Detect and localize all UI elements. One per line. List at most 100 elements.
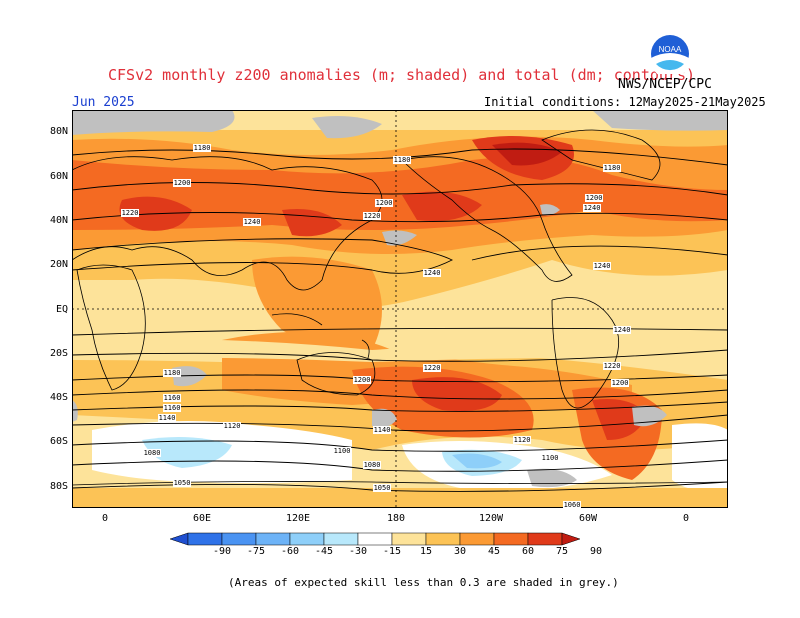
contour-label: 1060: [564, 501, 581, 508]
lat-label: 40N: [49, 215, 68, 226]
contour-label: 1080: [144, 449, 161, 457]
contour-label-bg: [143, 449, 161, 457]
colorbar-label: 90: [589, 546, 603, 557]
lat-label: 20N: [49, 259, 68, 270]
contour-label-bg: [613, 326, 631, 334]
contour-label: 1220: [424, 364, 441, 372]
contour-label: 1140: [374, 426, 391, 434]
contour-label: 1160: [164, 404, 181, 412]
lon-label: 120W: [478, 513, 504, 524]
contour-label-bg: [363, 461, 381, 469]
lon-label: 180: [386, 513, 406, 524]
contour-label: 1240: [584, 204, 601, 212]
contour-label: 1050: [374, 484, 391, 492]
colorbar-label: 60: [521, 546, 535, 557]
colorbar-segment: [289, 532, 325, 546]
initial-conditions: Initial conditions: 12May2025-21May2025: [484, 95, 766, 109]
colorbar-segment: [357, 532, 393, 546]
lat-label: EQ: [55, 304, 68, 315]
contour-label: 1240: [424, 269, 441, 277]
lat-label: 80N: [49, 126, 68, 137]
lon-label: 0: [682, 513, 690, 524]
lat-label: 40S: [49, 392, 68, 403]
contour-label: 1160: [164, 394, 181, 402]
colorbar-label: -45: [314, 546, 334, 557]
colorbar-label: -75: [246, 546, 266, 557]
contour-label: 1180: [394, 156, 411, 164]
colorbar-arrow-right: [561, 532, 581, 546]
contour-label-bg: [563, 501, 581, 508]
contour-label-bg: [353, 376, 371, 384]
contour-label: 1120: [514, 436, 531, 444]
contour-label: 1240: [244, 218, 261, 226]
contour-label: 1080: [364, 461, 381, 469]
anomaly-map: 1180 1180 1180 1200 1200 1200 1220 1220 1240 1240…: [72, 110, 728, 508]
lat-label: 80S: [49, 481, 68, 492]
contour-label: 1200: [354, 376, 371, 384]
colorbar-label: 45: [487, 546, 501, 557]
contour-label-bg: [163, 394, 181, 402]
noaa-logo-text: NOAA: [659, 45, 682, 54]
contour-label: 1100: [542, 454, 559, 462]
lat-label: 60S: [49, 436, 68, 447]
lat-label: 60N: [49, 171, 68, 182]
contour-label-bg: [333, 447, 351, 455]
contour-label-bg: [163, 404, 181, 412]
contour-label: 1240: [594, 262, 611, 270]
contour-label: 1220: [364, 212, 381, 220]
contour-label: 1180: [604, 164, 621, 172]
contour-label-bg: [603, 164, 621, 172]
colorbar: [170, 532, 581, 546]
contour-label: 1240: [614, 326, 631, 334]
colorbar-label: 15: [419, 546, 433, 557]
contour-label-bg: [593, 262, 611, 270]
contour-label-bg: [513, 436, 531, 444]
contour-label: 1120: [224, 422, 241, 430]
contour-label-bg: [223, 422, 241, 430]
contour-label-bg: [423, 364, 441, 372]
colorbar-segment: [221, 532, 257, 546]
colorbar-segment: [527, 532, 563, 546]
lon-label: 120E: [285, 513, 311, 524]
contour-label-bg: [423, 269, 441, 277]
contour-label-bg: [585, 194, 603, 202]
contour-label: 1220: [122, 209, 139, 217]
colorbar-segment: [255, 532, 291, 546]
contour-label-bg: [163, 369, 181, 377]
contour-label: 1180: [194, 144, 211, 152]
contour-label-bg: [193, 144, 211, 152]
colorbar-label: -60: [280, 546, 300, 557]
contour-label: 1140: [159, 414, 176, 422]
contour-label: 1200: [174, 179, 191, 187]
contour-label-bg: [373, 484, 391, 492]
colorbar-label: -30: [348, 546, 368, 557]
colorbar-segment: [493, 532, 529, 546]
colorbar-segment: [425, 532, 461, 546]
skill-note: (Areas of expected skill less than 0.3 a…: [228, 576, 619, 589]
contour-label: 1220: [604, 362, 621, 370]
colorbar-segment: [459, 532, 495, 546]
contour-label-bg: [541, 454, 559, 462]
contour-label-bg: [121, 209, 139, 217]
colorbar-segment: [323, 532, 359, 546]
colorbar-segment: [187, 532, 223, 546]
contour-label: 1100: [334, 447, 351, 455]
contour-label: 1180: [164, 369, 181, 377]
contour-label-bg: [611, 379, 629, 387]
contour-label-bg: [173, 179, 191, 187]
contour-label-bg: [243, 218, 261, 226]
contour-label-bg: [375, 199, 393, 207]
lon-label: 60E: [192, 513, 212, 524]
contour-label-bg: [363, 212, 381, 220]
agency-label: NWS/NCEP/CPC: [618, 77, 712, 92]
contour-label-bg: [373, 426, 391, 434]
contour-label-bg: [583, 204, 601, 212]
colorbar-label: -90: [212, 546, 232, 557]
lon-label: 60W: [578, 513, 598, 524]
noaa-logo-icon: NOAA: [651, 35, 689, 74]
contour-label-bg: [603, 362, 621, 370]
colorbar-arrow-left: [170, 532, 189, 546]
contour-label-bg: [393, 156, 411, 164]
contour-label: 1050: [174, 479, 191, 487]
colorbar-label: 30: [453, 546, 467, 557]
